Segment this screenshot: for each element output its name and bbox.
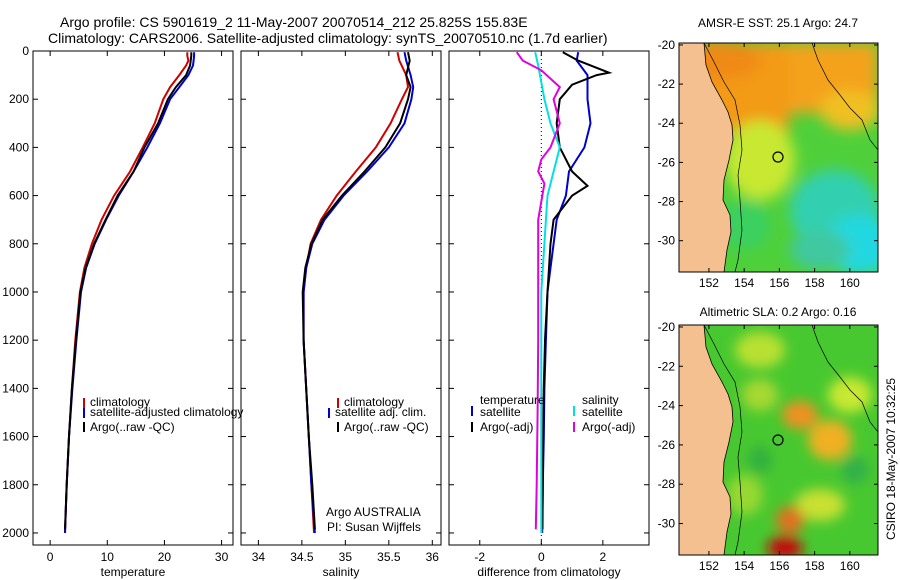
difference-xtick-label: -2 xyxy=(474,550,485,564)
depth-tick-label: 1600 xyxy=(2,430,29,444)
depth-tick-label: 1400 xyxy=(2,381,29,395)
legend-diff-temp-argo: Argo(-adj) xyxy=(480,420,533,434)
sla-map-xtick-label: 154 xyxy=(734,559,754,573)
legend-diff-salinity: salinity xyxy=(582,393,619,407)
temperature-xtick-label: 10 xyxy=(101,550,115,564)
temperature-xlabel: temperature xyxy=(101,565,166,579)
legend-temp-argo: Argo(..raw -QC) xyxy=(90,420,175,434)
sst-map-xtick-label: 160 xyxy=(840,276,860,290)
legend-sal-satellite: satellite adj. clim. xyxy=(335,405,426,419)
depth-tick-label: 200 xyxy=(9,92,29,106)
sla-argo-marker xyxy=(772,434,784,446)
sst-map-xtick-label: 152 xyxy=(699,276,719,290)
salinity-xtick-label: 35.5 xyxy=(377,550,401,564)
difference-series-salinity-argo-adj- xyxy=(515,51,562,530)
legend-temp-satellite: satellite-adjusted climatology xyxy=(90,405,243,419)
sst-map-title: AMSR-E SST: 25.1 Argo: 24.7 xyxy=(698,16,858,30)
difference-xlabel: difference from climatology xyxy=(477,565,620,579)
argo-australia-label: Argo AUSTRALIA xyxy=(326,505,421,519)
temperature-xtick-label: 30 xyxy=(215,550,229,564)
sst-map-ytick-label: -20 xyxy=(658,38,676,52)
sla-map: Altimetric SLA: 0.2 Argo: 0.16 15 xyxy=(658,305,879,573)
difference-series-temperature-argo-adj- xyxy=(541,51,613,530)
difference-legend: temperature satellite Argo(-adj) salinit… xyxy=(471,393,635,434)
salinity-frame xyxy=(240,50,442,546)
depth-tick-label: 0 xyxy=(22,44,29,58)
header-line2: Climatology: CARS2006. Satellite-adjuste… xyxy=(48,30,608,46)
salinity-xtick-label: 35 xyxy=(339,550,353,564)
legend-sal-climatology: climatology xyxy=(344,395,404,409)
sla-map-ytick-label: -24 xyxy=(658,399,676,413)
depth-tick-label: 1800 xyxy=(2,478,29,492)
sst-map-xtick-label: 156 xyxy=(769,276,789,290)
sst-map-xtick-label: 154 xyxy=(734,276,754,290)
salinity-xtick-label: 36 xyxy=(426,550,440,564)
salinity-legend: climatology satellite adj. clim. Argo(..… xyxy=(328,395,429,434)
timestamp-label: CSIRO 18-May-2007 10:32:25 xyxy=(884,378,898,540)
sst-map-xtick-label: 158 xyxy=(805,276,825,290)
temperature-panel: 0 10 20 30 0 200 400 600 800 1000 1200 1400 1600 1800… xyxy=(2,44,234,579)
depth-tick-label: 1000 xyxy=(2,285,29,299)
pi-label: PI: Susan Wijffels xyxy=(327,520,421,534)
salinity-xtick-label: 34.5 xyxy=(290,550,314,564)
temperature-xtick-label: 20 xyxy=(158,550,172,564)
salinity-xtick-label: 34 xyxy=(252,550,266,564)
sst-map-ytick-label: -22 xyxy=(658,77,676,91)
sst-map-ytick-label: -30 xyxy=(658,234,676,248)
temperature-series-argo-raw-qc- xyxy=(64,52,193,530)
salinity-xlabel: salinity xyxy=(323,565,360,579)
legend-diff-sal-argo: Argo(-adj) xyxy=(582,420,635,434)
sla-map-xtick-label: 158 xyxy=(805,559,825,573)
difference-xtick-label: 0 xyxy=(538,550,545,564)
legend-temp-climatology: climatology xyxy=(90,395,150,409)
legend-diff-temp-satellite: satellite xyxy=(480,405,521,419)
sst-map-ytick-label: -24 xyxy=(658,116,676,130)
sla-map-ytick-label: -30 xyxy=(658,517,676,531)
salinity-series-argo-raw-qc- xyxy=(301,52,412,530)
legend-diff-sal-satellite: satellite xyxy=(582,405,623,419)
depth-tick-label: 800 xyxy=(9,237,29,251)
difference-frame xyxy=(448,50,650,546)
temperature-legend: climatology satellite-adjusted climatolo… xyxy=(83,395,243,434)
sst-map: AMSR-E SST: 25.1 Argo: 24.7 152 154 156 158… xyxy=(658,16,879,290)
sla-map-xtick-label: 156 xyxy=(769,559,789,573)
legend-diff-temperature: temperature xyxy=(480,393,545,407)
difference-series-salinity-satellite xyxy=(534,51,561,533)
sla-map-ytick-label: -22 xyxy=(658,359,676,373)
sst-map-ytick-label: -28 xyxy=(658,195,676,209)
depth-tick-label: 600 xyxy=(9,189,29,203)
temperature-xtick-label: 0 xyxy=(47,550,54,564)
sst-map-ytick-label: -26 xyxy=(658,155,676,169)
depth-tick-label: 400 xyxy=(9,140,29,154)
sla-map-ytick-label: -20 xyxy=(658,320,676,334)
difference-xtick-label: 2 xyxy=(600,550,607,564)
depth-tick-label: 2000 xyxy=(2,526,29,540)
sla-map-ytick-label: -26 xyxy=(658,438,676,452)
sla-map-ytick-label: -28 xyxy=(658,477,676,491)
sla-map-title: Altimetric SLA: 0.2 Argo: 0.16 xyxy=(700,305,857,319)
sst-argo-marker xyxy=(772,151,784,163)
depth-tick-label: 1200 xyxy=(2,333,29,347)
sla-map-xtick-label: 160 xyxy=(840,559,860,573)
sla-map-xtick-label: 152 xyxy=(699,559,719,573)
temperature-frame xyxy=(32,50,234,546)
legend-sal-argo: Argo(..raw -QC) xyxy=(344,420,429,434)
salinity-panel: 34 34.5 35 35.5 36 salinity xyxy=(240,50,442,579)
header-line1: Argo profile: CS 5901619_2 11-May-2007 2… xyxy=(60,14,528,30)
